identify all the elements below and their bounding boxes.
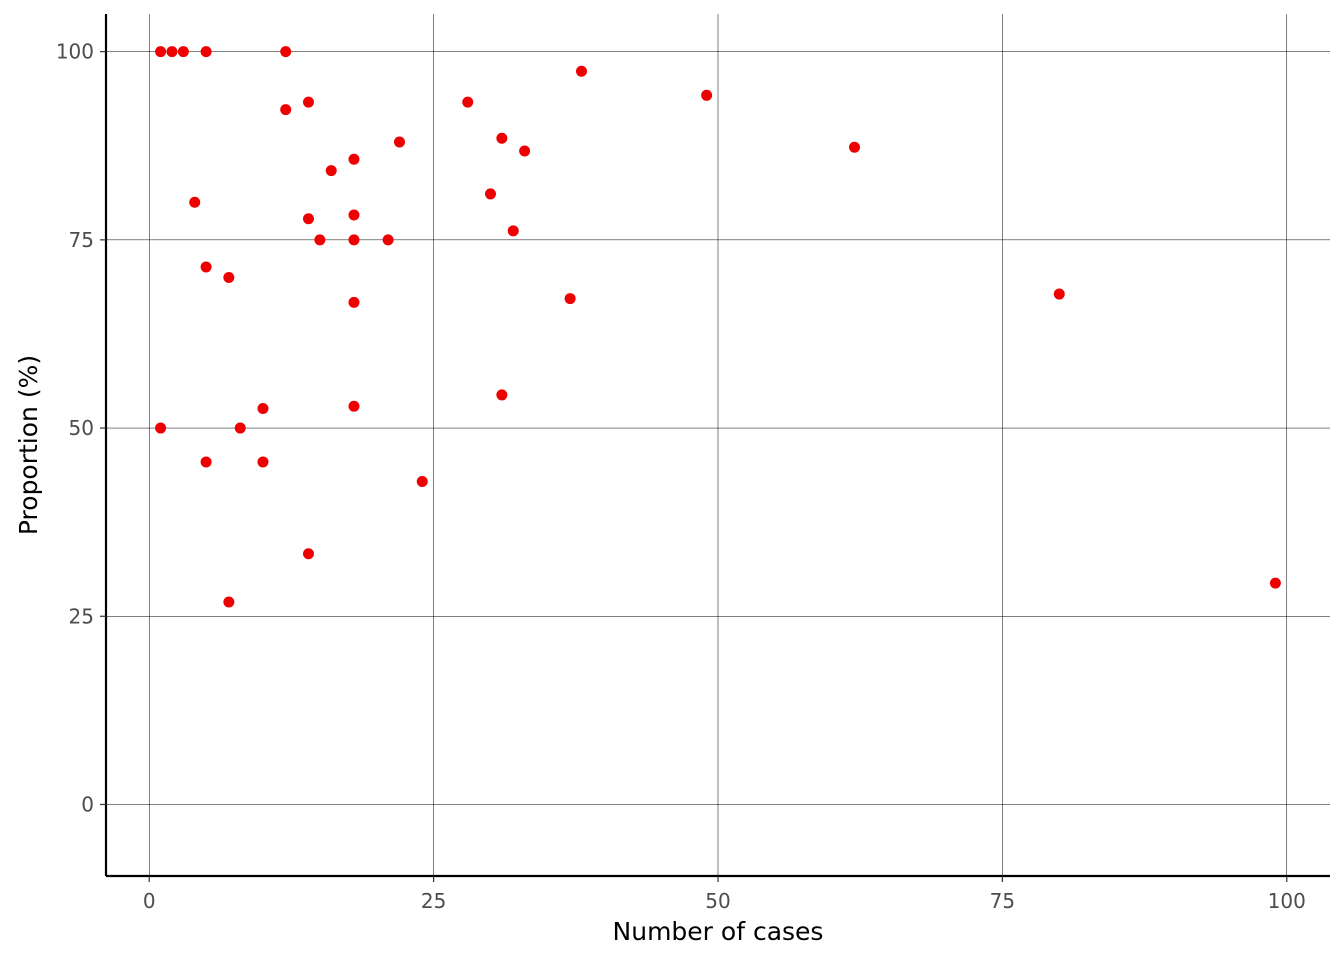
x-axis-title: Number of cases bbox=[613, 917, 824, 946]
grid-lines bbox=[106, 14, 1330, 876]
data-point bbox=[416, 476, 428, 488]
data-point bbox=[496, 389, 508, 401]
data-point bbox=[484, 188, 496, 200]
x-tick-label: 75 bbox=[990, 889, 1015, 913]
data-point bbox=[302, 96, 314, 108]
data-point bbox=[462, 96, 474, 108]
x-tick-label: 25 bbox=[421, 889, 446, 913]
data-point bbox=[189, 196, 201, 208]
y-tick-label: 0 bbox=[81, 792, 94, 816]
data-point bbox=[701, 89, 713, 101]
data-point bbox=[325, 165, 337, 177]
data-point bbox=[280, 46, 292, 58]
data-point bbox=[564, 293, 576, 305]
x-tick-label: 50 bbox=[705, 889, 730, 913]
data-point bbox=[200, 456, 212, 468]
data-point bbox=[223, 596, 235, 608]
data-point bbox=[1269, 577, 1281, 589]
data-point bbox=[393, 136, 405, 148]
data-point bbox=[348, 234, 360, 246]
data-point bbox=[496, 132, 508, 144]
data-point bbox=[234, 422, 246, 434]
data-points bbox=[155, 46, 1281, 608]
data-point bbox=[200, 261, 212, 273]
data-point bbox=[257, 402, 269, 414]
data-point bbox=[348, 296, 360, 308]
y-tick-label: 25 bbox=[69, 604, 94, 628]
y-tick-label: 100 bbox=[56, 40, 94, 64]
data-point bbox=[575, 65, 587, 77]
data-point bbox=[849, 141, 861, 153]
x-tick-label: 0 bbox=[143, 889, 156, 913]
data-point bbox=[348, 153, 360, 165]
data-point bbox=[155, 422, 167, 434]
data-point bbox=[302, 548, 314, 560]
data-point bbox=[382, 234, 394, 246]
data-point bbox=[280, 104, 292, 116]
axis-ticks: 0 25 50 75 100 0 25 50 75 100 bbox=[56, 40, 1306, 913]
data-point bbox=[200, 46, 212, 58]
y-tick-label: 50 bbox=[69, 416, 94, 440]
data-point bbox=[1053, 288, 1065, 300]
x-tick-label: 100 bbox=[1268, 889, 1306, 913]
data-point bbox=[507, 225, 519, 237]
data-point bbox=[177, 46, 189, 58]
data-point bbox=[302, 213, 314, 225]
data-point bbox=[155, 46, 167, 58]
data-point bbox=[257, 456, 269, 468]
data-point bbox=[348, 400, 360, 412]
data-point bbox=[166, 46, 178, 58]
data-point bbox=[519, 145, 531, 157]
y-axis-title: Proportion (%) bbox=[14, 355, 43, 535]
data-point bbox=[314, 234, 326, 246]
data-point bbox=[223, 271, 235, 283]
y-tick-label: 75 bbox=[69, 228, 94, 252]
data-point bbox=[348, 209, 360, 221]
